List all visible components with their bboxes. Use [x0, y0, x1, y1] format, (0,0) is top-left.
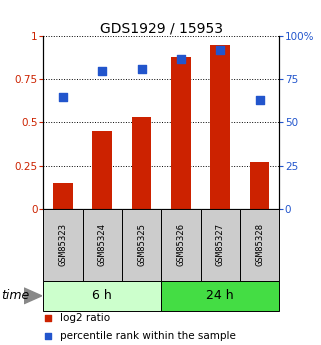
- Point: [178, 56, 184, 61]
- Bar: [161, 209, 201, 281]
- Text: percentile rank within the sample: percentile rank within the sample: [60, 331, 236, 341]
- Bar: [43, 281, 161, 310]
- Text: GSM85328: GSM85328: [255, 224, 264, 266]
- Bar: [43, 209, 83, 281]
- Point: [46, 315, 51, 321]
- Text: GSM85326: GSM85326: [177, 224, 186, 266]
- Point: [100, 68, 105, 73]
- Bar: [161, 281, 279, 310]
- Text: 6 h: 6 h: [92, 289, 112, 302]
- Bar: [132, 117, 152, 209]
- Bar: [53, 183, 73, 209]
- Text: GSM85324: GSM85324: [98, 224, 107, 266]
- Bar: [83, 209, 122, 281]
- Text: GSM85327: GSM85327: [216, 224, 225, 266]
- Text: time: time: [2, 289, 30, 302]
- Bar: [250, 162, 269, 209]
- Title: GDS1929 / 15953: GDS1929 / 15953: [100, 21, 223, 35]
- Text: GSM85325: GSM85325: [137, 224, 146, 266]
- Text: GSM85323: GSM85323: [58, 224, 67, 266]
- Bar: [122, 209, 161, 281]
- Bar: [171, 57, 191, 209]
- Bar: [240, 209, 279, 281]
- Text: log2 ratio: log2 ratio: [60, 313, 110, 323]
- Text: 24 h: 24 h: [206, 289, 234, 302]
- Point: [46, 333, 51, 339]
- Bar: [201, 209, 240, 281]
- Polygon shape: [24, 288, 42, 304]
- Point: [218, 47, 223, 53]
- Point: [60, 94, 65, 99]
- Bar: [92, 131, 112, 209]
- Point: [257, 97, 262, 103]
- Point: [139, 66, 144, 72]
- Bar: [211, 45, 230, 209]
